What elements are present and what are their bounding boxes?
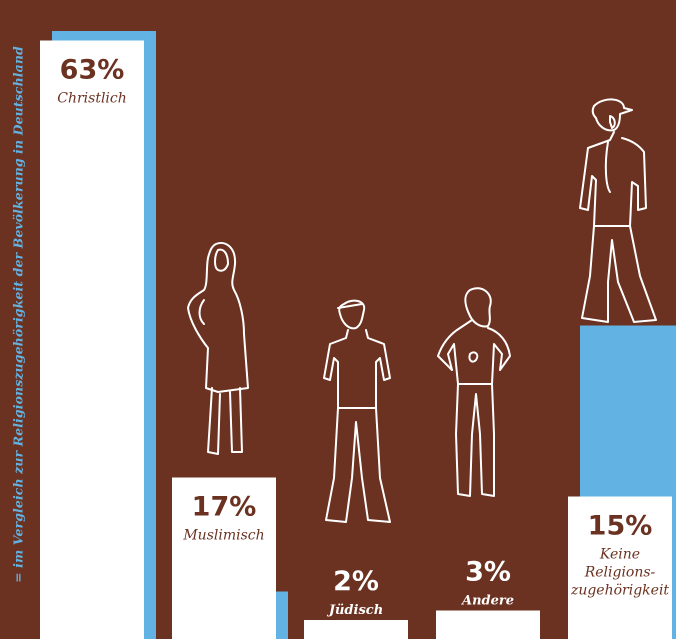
value-bar-3 xyxy=(436,610,540,639)
value-bar-0 xyxy=(40,40,144,639)
young-man-icon xyxy=(316,298,402,528)
data-label-0: 63% xyxy=(60,55,125,86)
category-label-1-0: Muslimisch xyxy=(182,528,264,544)
young-man-headphones-icon xyxy=(574,96,664,332)
data-label-4: 15% xyxy=(588,511,653,542)
woman-headscarf-icon xyxy=(178,238,258,460)
category-label-2-0: Jüdisch xyxy=(326,603,383,618)
young-woman-om-shirt-icon xyxy=(430,284,516,506)
category-label-4-0: Keine xyxy=(599,547,640,563)
data-label-2: 2% xyxy=(333,566,379,597)
value-bar-2 xyxy=(304,620,408,639)
value-bar-1 xyxy=(172,477,276,639)
category-label-4-2: zugehörigkeit xyxy=(570,583,669,599)
legend-text: = im Vergleich zur Religionszugehörigkei… xyxy=(10,46,26,583)
category-label-3-1: Religionen xyxy=(448,612,528,627)
value-bar-4 xyxy=(568,496,672,639)
data-label-1: 17% xyxy=(192,492,257,523)
data-label-3: 3% xyxy=(465,557,511,588)
category-label-3-0: Andere xyxy=(460,594,514,609)
category-label-4-1: Religions- xyxy=(584,565,656,581)
category-label-0-0: Christlich xyxy=(57,91,127,107)
